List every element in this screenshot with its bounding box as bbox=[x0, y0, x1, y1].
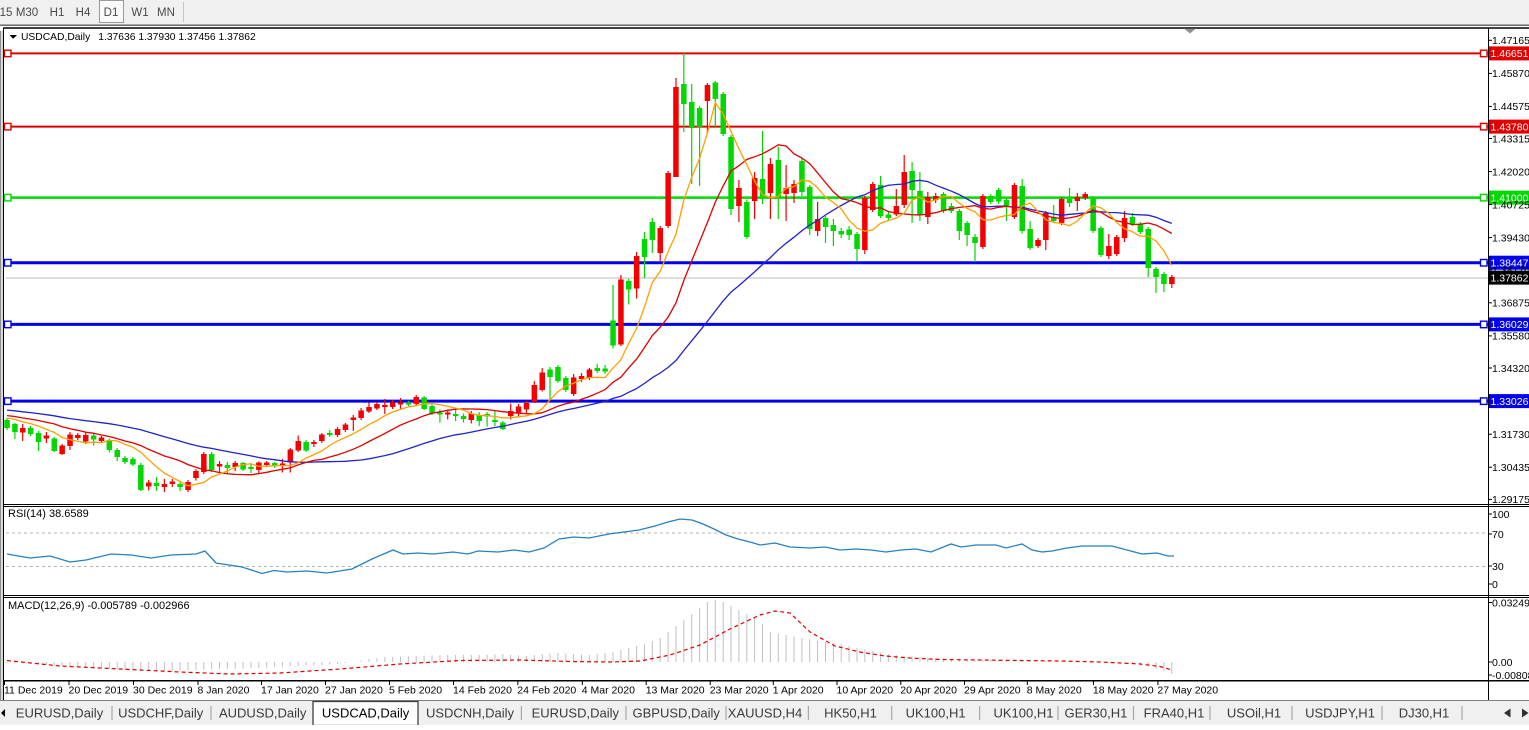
svg-text:24 Feb 2020: 24 Feb 2020 bbox=[517, 685, 576, 697]
svg-text:70: 70 bbox=[1492, 529, 1504, 541]
svg-text:8 Jan 2020: 8 Jan 2020 bbox=[198, 685, 250, 697]
svg-text:1.35580: 1.35580 bbox=[1492, 331, 1529, 343]
svg-text:USDCHF,Daily: USDCHF,Daily bbox=[118, 706, 204, 721]
svg-text:UK100,H1: UK100,H1 bbox=[906, 706, 966, 721]
svg-text:1.47165: 1.47165 bbox=[1492, 35, 1529, 47]
svg-text:USDCAD,Daily: USDCAD,Daily bbox=[322, 706, 410, 721]
svg-text:USDCAD,Daily 1.37636 1.37930: USDCAD,Daily 1.37636 1.37930 1.37456 1.3… bbox=[21, 32, 256, 43]
svg-text:27 Jan 2020: 27 Jan 2020 bbox=[325, 685, 383, 697]
svg-text:GBPUSD,Daily: GBPUSD,Daily bbox=[632, 706, 720, 721]
svg-text:H1: H1 bbox=[50, 7, 65, 19]
svg-text:15: 15 bbox=[0, 7, 12, 19]
svg-text:1.30435: 1.30435 bbox=[1492, 462, 1529, 474]
svg-text:M30: M30 bbox=[16, 7, 38, 19]
svg-text:USDCNH,Daily: USDCNH,Daily bbox=[426, 706, 515, 721]
svg-text:30 Dec 2019: 30 Dec 2019 bbox=[133, 685, 193, 697]
svg-text:13 Mar 2020: 13 Mar 2020 bbox=[646, 685, 705, 697]
svg-text:D1: D1 bbox=[104, 7, 119, 19]
svg-text:UK100,H1: UK100,H1 bbox=[994, 706, 1054, 721]
svg-text:MACD(12,26,9) -0.005789 -0.002: MACD(12,26,9) -0.005789 -0.002966 bbox=[8, 600, 190, 612]
svg-text:14 Feb 2020: 14 Feb 2020 bbox=[453, 685, 512, 697]
svg-text:1.37862: 1.37862 bbox=[1491, 272, 1529, 284]
svg-text:USDJPY,H1: USDJPY,H1 bbox=[1305, 706, 1375, 721]
svg-text:4 Mar 2020: 4 Mar 2020 bbox=[582, 685, 635, 697]
svg-text:10 Apr 2020: 10 Apr 2020 bbox=[837, 685, 894, 697]
svg-text:1.33026: 1.33026 bbox=[1491, 396, 1529, 408]
svg-text:20 Dec 2019: 20 Dec 2019 bbox=[69, 685, 129, 697]
svg-text:W1: W1 bbox=[131, 7, 148, 19]
svg-text:1.43780: 1.43780 bbox=[1491, 121, 1529, 133]
svg-text:0.00: 0.00 bbox=[1492, 657, 1513, 669]
svg-text:DJ30,H1: DJ30,H1 bbox=[1399, 706, 1450, 721]
svg-text:AUDUSD,Daily: AUDUSD,Daily bbox=[219, 706, 307, 721]
svg-text:100: 100 bbox=[1492, 509, 1510, 521]
svg-text:1.36029: 1.36029 bbox=[1491, 319, 1529, 331]
svg-text:USOil,H1: USOil,H1 bbox=[1227, 706, 1281, 721]
svg-text:30: 30 bbox=[1492, 561, 1504, 573]
svg-text:EURUSD,Daily: EURUSD,Daily bbox=[16, 706, 104, 721]
svg-text:GER30,H1: GER30,H1 bbox=[1064, 706, 1127, 721]
svg-text:27 May 2020: 27 May 2020 bbox=[1157, 685, 1218, 697]
svg-text:1.31730: 1.31730 bbox=[1492, 429, 1529, 441]
svg-text:1.45870: 1.45870 bbox=[1492, 68, 1529, 80]
svg-text:1.39430: 1.39430 bbox=[1492, 232, 1529, 244]
svg-text:1.42020: 1.42020 bbox=[1492, 166, 1529, 178]
svg-text:18 May 2020: 18 May 2020 bbox=[1093, 685, 1154, 697]
svg-text:FRA40,H1: FRA40,H1 bbox=[1144, 706, 1205, 721]
svg-text:1.34320: 1.34320 bbox=[1492, 363, 1529, 375]
svg-text:5 Feb 2020: 5 Feb 2020 bbox=[389, 685, 442, 697]
svg-text:XAUUSD,H4: XAUUSD,H4 bbox=[728, 706, 802, 721]
svg-text:RSI(14) 38.6589: RSI(14) 38.6589 bbox=[8, 508, 89, 520]
svg-text:1.41000: 1.41000 bbox=[1491, 192, 1529, 204]
svg-text:1.44575: 1.44575 bbox=[1492, 101, 1529, 113]
svg-text:1.38447: 1.38447 bbox=[1491, 258, 1529, 270]
svg-text:0.03249: 0.03249 bbox=[1492, 597, 1529, 609]
svg-text:HK50,H1: HK50,H1 bbox=[824, 706, 877, 721]
svg-text:1.40725: 1.40725 bbox=[1492, 199, 1529, 211]
svg-text:EURUSD,Daily: EURUSD,Daily bbox=[532, 706, 620, 721]
svg-text:1.29175: 1.29175 bbox=[1492, 494, 1529, 506]
svg-text:-0.00808: -0.00808 bbox=[1492, 670, 1529, 682]
svg-text:17 Jan 2020: 17 Jan 2020 bbox=[261, 685, 319, 697]
svg-text:1 Apr 2020: 1 Apr 2020 bbox=[773, 685, 824, 697]
svg-text:H4: H4 bbox=[76, 7, 91, 19]
svg-text:1.43315: 1.43315 bbox=[1492, 133, 1529, 145]
svg-text:29 Apr 2020: 29 Apr 2020 bbox=[964, 685, 1021, 697]
svg-text:23 Mar 2020: 23 Mar 2020 bbox=[710, 685, 769, 697]
svg-text:1.46651: 1.46651 bbox=[1491, 48, 1529, 60]
svg-text:20 Apr 2020: 20 Apr 2020 bbox=[900, 685, 957, 697]
svg-text:0: 0 bbox=[1492, 579, 1498, 591]
svg-text:11 Dec 2019: 11 Dec 2019 bbox=[4, 685, 63, 697]
svg-text:1.36875: 1.36875 bbox=[1492, 298, 1529, 310]
svg-text:8 May 2020: 8 May 2020 bbox=[1027, 685, 1082, 697]
svg-text:MN: MN bbox=[157, 7, 175, 19]
